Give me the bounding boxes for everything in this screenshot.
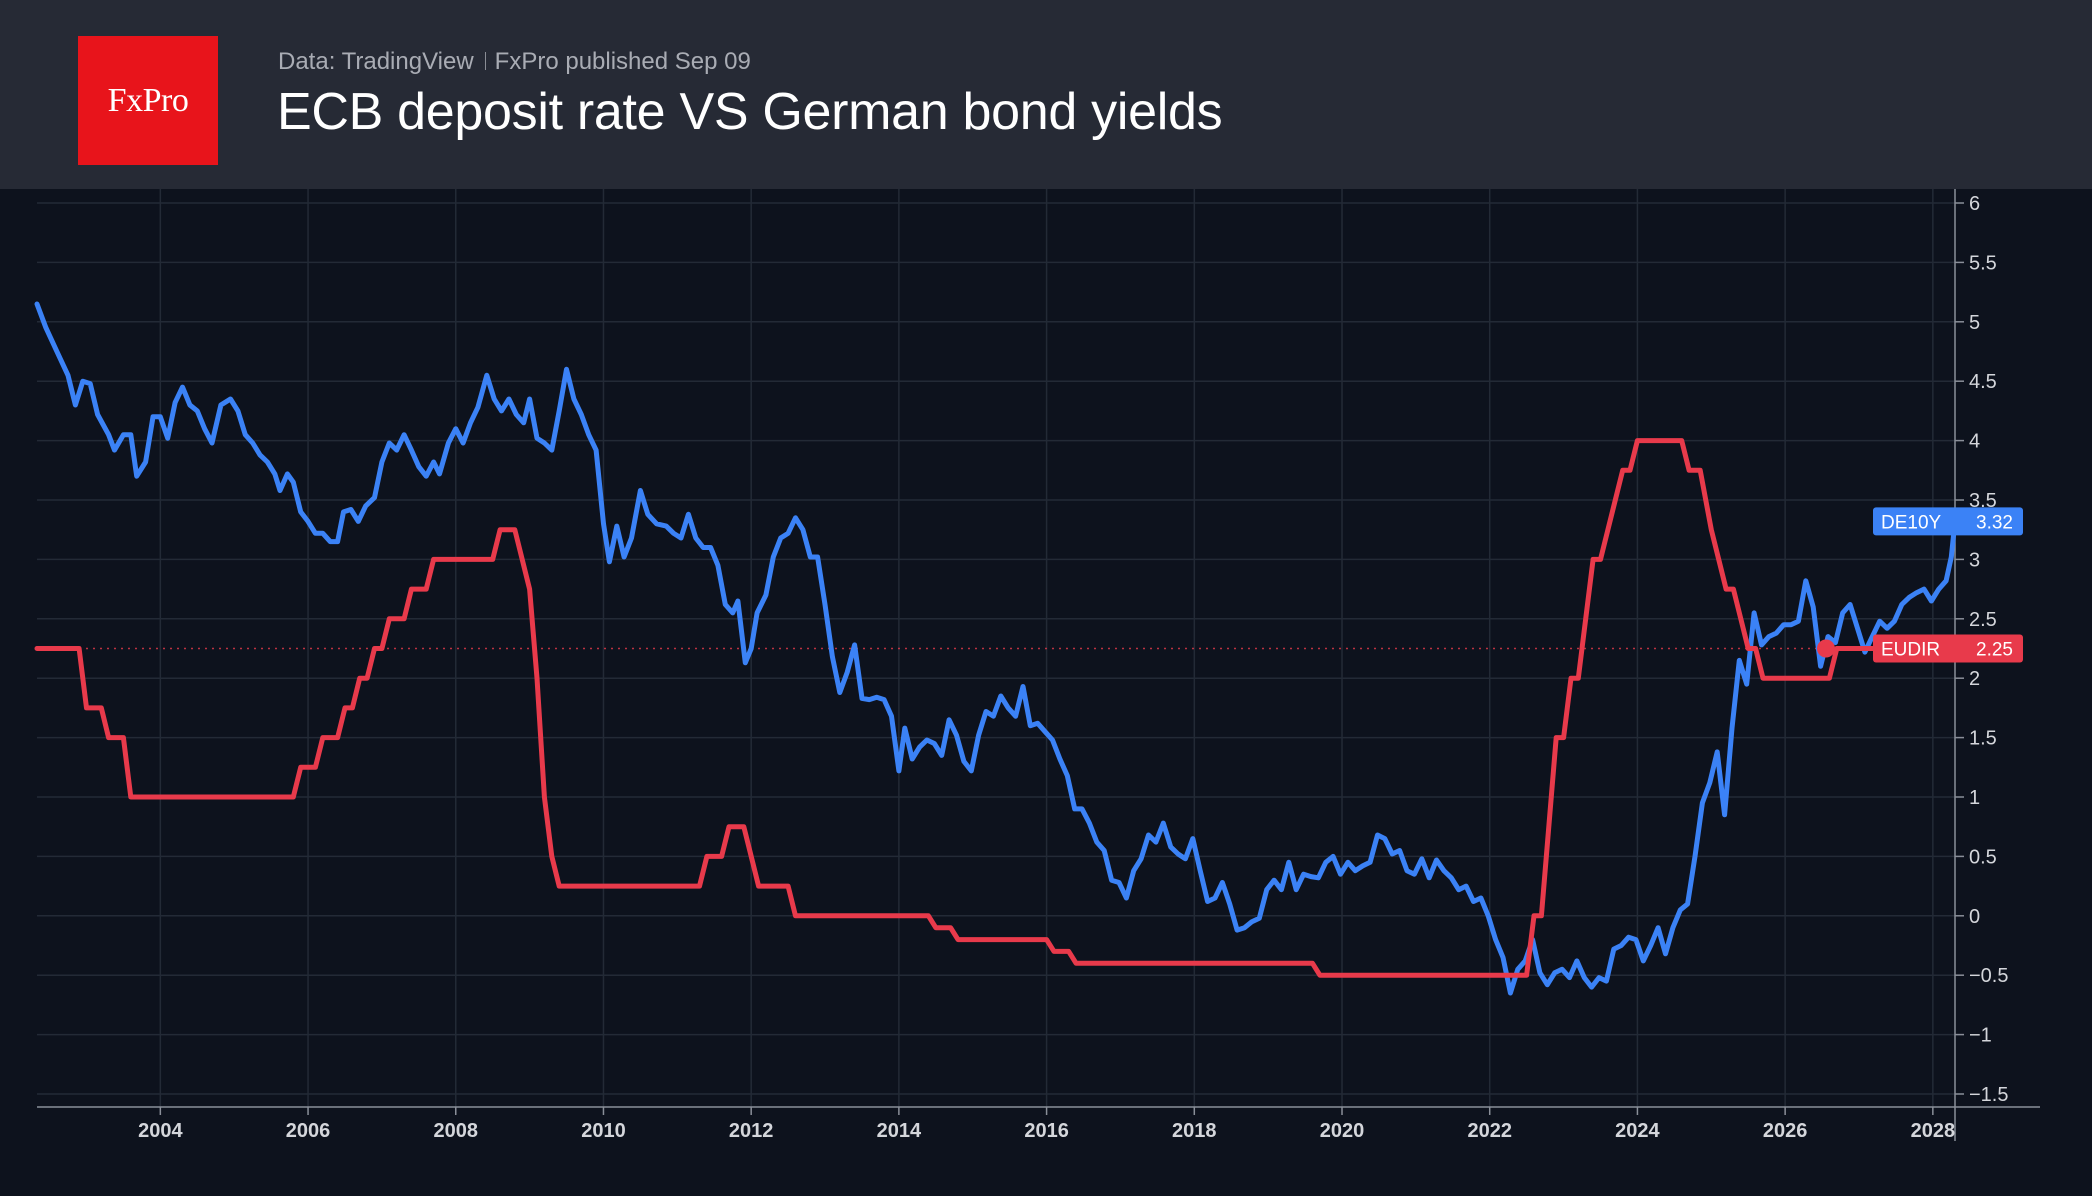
- eudir-end-marker: [1817, 639, 1835, 658]
- y-tick-label: 4: [1969, 431, 1980, 453]
- eudir-tag: [1873, 634, 2023, 663]
- fxpro-logo: FxPro: [78, 36, 218, 165]
- published-date: FxPro published Sep 09: [494, 48, 751, 75]
- y-tick-label: 3.5: [1969, 490, 1997, 512]
- x-tick-label: 2014: [877, 1120, 922, 1142]
- x-tick-label: 2018: [1172, 1120, 1217, 1142]
- y-tick-label: 0.5: [1969, 846, 1997, 868]
- de10y-tag: [1873, 507, 2023, 536]
- y-tick-label: 1.5: [1969, 728, 1997, 750]
- x-tick-label: 2022: [1467, 1120, 1512, 1142]
- y-tick-label: 4.5: [1969, 371, 1997, 393]
- de10y-tag-name: DE10Y: [1881, 512, 1942, 533]
- series-line-eudir: [34, 438, 1958, 978]
- y-tick-label: 5.5: [1969, 252, 1997, 274]
- separator: [484, 52, 486, 70]
- de10y-tag-value: 3.32: [1976, 512, 2013, 533]
- x-tick-label: 2008: [434, 1120, 479, 1142]
- x-tick-label: 2010: [581, 1120, 626, 1142]
- x-tick-label: 2012: [729, 1120, 774, 1142]
- header-bar: FxPro Data: TradingView FxPro published S…: [0, 0, 2092, 189]
- chart-area: 6 5.5 5 4.5 4 3.5 3 2.5 2 1.5 1 0.5 0 −0.5 −1 −1.5 2004 2…: [34, 189, 2040, 1142]
- x-tick-label: 2020: [1320, 1120, 1365, 1142]
- x-tick-label: 2026: [1763, 1120, 1808, 1142]
- y-tick-label: 2.5: [1969, 609, 1997, 631]
- x-tick-label: 2004: [138, 1120, 183, 1142]
- x-tick-label: 2028: [1911, 1120, 1956, 1142]
- y-tick-label: −1: [1969, 1025, 1992, 1047]
- series-line-de10y: [34, 301, 1958, 996]
- y-tick-label: 2: [1969, 668, 1980, 690]
- y-tick-label: −1.5: [1969, 1084, 2008, 1106]
- y-tick-label: −0.5: [1969, 965, 2008, 987]
- y-tick-label: 6: [1969, 193, 1980, 215]
- y-tick-label: 3: [1969, 549, 1980, 571]
- y-tick-label: 1: [1969, 787, 1980, 809]
- y-tick-label: 0: [1969, 906, 1980, 928]
- source-line: Data: TradingView FxPro published Sep 09: [278, 48, 751, 76]
- y-tick-label: 5: [1969, 312, 1980, 334]
- eudir-tag-value: 2.25: [1976, 640, 2013, 661]
- x-tick-label: 2006: [286, 1120, 331, 1142]
- chart-title: ECB deposit rate VS German bond yields: [277, 83, 1223, 141]
- x-tick-label: 2024: [1615, 1120, 1660, 1142]
- logo-text: FxPro: [107, 81, 189, 119]
- x-tick-label: 2016: [1024, 1120, 1069, 1142]
- data-source: Data: TradingView: [278, 48, 474, 75]
- eudir-tag-name: EUDIR: [1881, 640, 1940, 661]
